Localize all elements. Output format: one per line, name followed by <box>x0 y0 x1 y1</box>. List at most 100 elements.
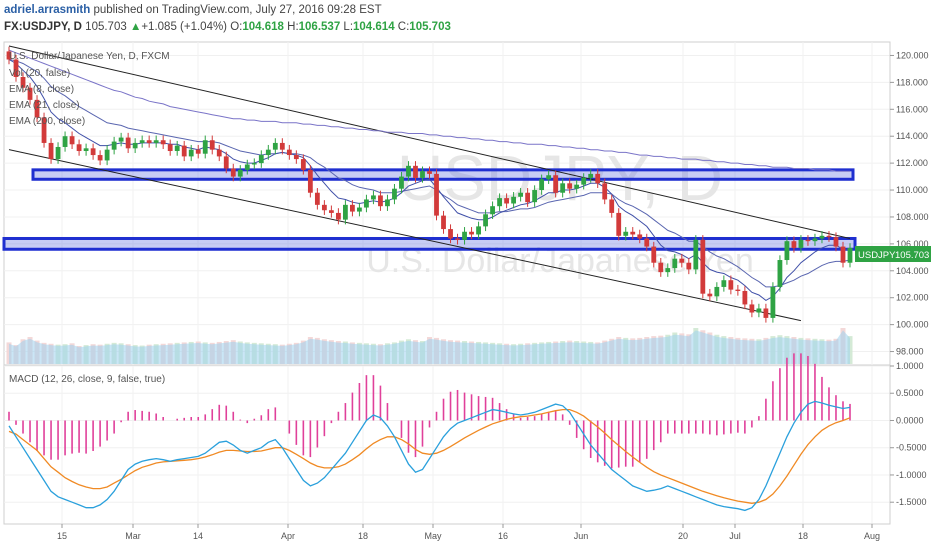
candle-body <box>202 140 208 154</box>
candle-body <box>644 238 650 247</box>
macd-tick-label: -1.0000 <box>896 470 927 480</box>
chart-header: adriel.arrasmith published on TradingVie… <box>0 0 932 38</box>
candle-body <box>441 215 446 230</box>
candle-body <box>707 293 713 297</box>
candle-body <box>139 140 145 143</box>
legend-title: U.S. Dollar/Japanese Yen, D, FXCM <box>9 51 170 62</box>
candle-body <box>104 149 110 161</box>
symbol-name: FX:USDJPY, D <box>4 21 82 33</box>
support-resistance-zone <box>31 168 855 181</box>
candle-body <box>784 241 790 261</box>
candle-body <box>258 155 264 164</box>
horizontal-zones[interactable] <box>2 168 857 251</box>
ema-21-line <box>8 59 851 288</box>
candle-body <box>97 155 103 161</box>
candle-body <box>48 142 54 160</box>
candle-body <box>693 239 699 270</box>
candle-body <box>651 246 657 263</box>
candle-body <box>777 260 783 287</box>
candle-body <box>581 177 587 185</box>
author-link[interactable]: adriel.arrasmith <box>4 4 91 16</box>
candle-body <box>665 268 671 273</box>
ema-200-line <box>8 49 850 172</box>
candle-body <box>721 280 727 287</box>
macd-signal-line <box>8 408 851 504</box>
legend-ema-200: EMA (200, close) <box>9 116 85 127</box>
candle-body <box>392 188 397 200</box>
macd-tick-label: 1.0000 <box>896 361 924 371</box>
candle-body <box>181 145 187 157</box>
candle-body <box>637 234 643 239</box>
candle-body <box>265 149 271 156</box>
candle-body <box>546 175 552 180</box>
price-chart[interactable]: USDJPY, D U.S. Dollar/Japanese Yen 120.0… <box>0 38 932 550</box>
candle-body <box>616 212 622 236</box>
candle-body <box>307 169 313 193</box>
candle-body <box>798 239 804 248</box>
macd-series <box>8 353 851 512</box>
candle-body <box>525 192 531 203</box>
trend-channel[interactable] <box>8 45 851 322</box>
price-tick-label: 112.000 <box>896 158 928 168</box>
symbol-line: FX:USDJPY, D 105.703 ▲+1.085 (+1.04%) O:… <box>4 21 451 33</box>
candle-body <box>560 183 566 193</box>
time-axis[interactable]: 15 Mar 14 Apr 18 May 16 Jun 20 Jul 18 Aug <box>4 523 890 541</box>
candle-body <box>812 238 818 242</box>
candle-body <box>216 149 222 157</box>
price-axis[interactable]: 120.000 118.000 116.000 114.000 112.000 110.0… <box>889 42 929 524</box>
candle-body <box>840 246 846 263</box>
volume-bars <box>6 328 853 364</box>
price-tick-label: 98.000 <box>896 347 924 357</box>
volume-average-area <box>9 330 850 364</box>
candle-body <box>630 231 636 235</box>
candle-body <box>279 142 285 150</box>
candle-body <box>146 140 152 143</box>
close-value: 105.703 <box>409 21 451 33</box>
publish-line: adriel.arrasmith published on TradingVie… <box>4 4 382 16</box>
candle-body <box>602 183 608 200</box>
candle-body <box>462 231 467 240</box>
candle-body <box>174 145 180 152</box>
candle-body <box>455 238 460 240</box>
candle-body <box>350 204 355 212</box>
candle-body <box>83 148 89 152</box>
candle-body <box>742 290 748 305</box>
candle-body <box>448 229 453 239</box>
candle-body <box>770 286 776 318</box>
low-label: L: <box>343 21 354 33</box>
time-tick-label: 16 <box>498 531 508 541</box>
candle-body <box>230 168 236 177</box>
price-tag-symbol: USDJPY <box>858 250 896 261</box>
time-tick-label: 14 <box>193 531 203 541</box>
close-label: C: <box>397 21 410 33</box>
candle-body <box>13 59 19 77</box>
candle-body <box>819 235 825 239</box>
high-label: H: <box>287 21 299 33</box>
macd-tick-label: -0.5000 <box>896 443 927 453</box>
candle-body <box>826 235 832 238</box>
grid <box>4 42 890 524</box>
candle-body <box>188 149 194 157</box>
change-arrow-icon: ▲ <box>129 21 142 33</box>
candle-body <box>160 140 166 145</box>
candle-body <box>504 198 509 204</box>
candle-body <box>314 192 320 205</box>
price-tick-label: 116.000 <box>896 104 928 114</box>
candle-body <box>567 183 573 189</box>
price-tick-label: 104.000 <box>896 266 929 276</box>
price-tick-label: 100.000 <box>896 320 929 330</box>
candle-body <box>588 173 594 178</box>
candle-body <box>195 149 201 154</box>
candle-body <box>41 117 47 143</box>
candle-body <box>483 214 488 227</box>
last-price: 105.703 <box>85 21 127 33</box>
macd-tick-label: 0.5000 <box>896 388 924 398</box>
candle-body <box>20 76 26 88</box>
candle-body <box>413 165 418 178</box>
candle-body <box>623 231 629 236</box>
candle-body <box>321 204 327 211</box>
price-tick-label: 110.000 <box>896 185 928 195</box>
candle-body <box>672 258 678 269</box>
candle-body <box>90 148 96 156</box>
candle-body <box>69 136 75 145</box>
